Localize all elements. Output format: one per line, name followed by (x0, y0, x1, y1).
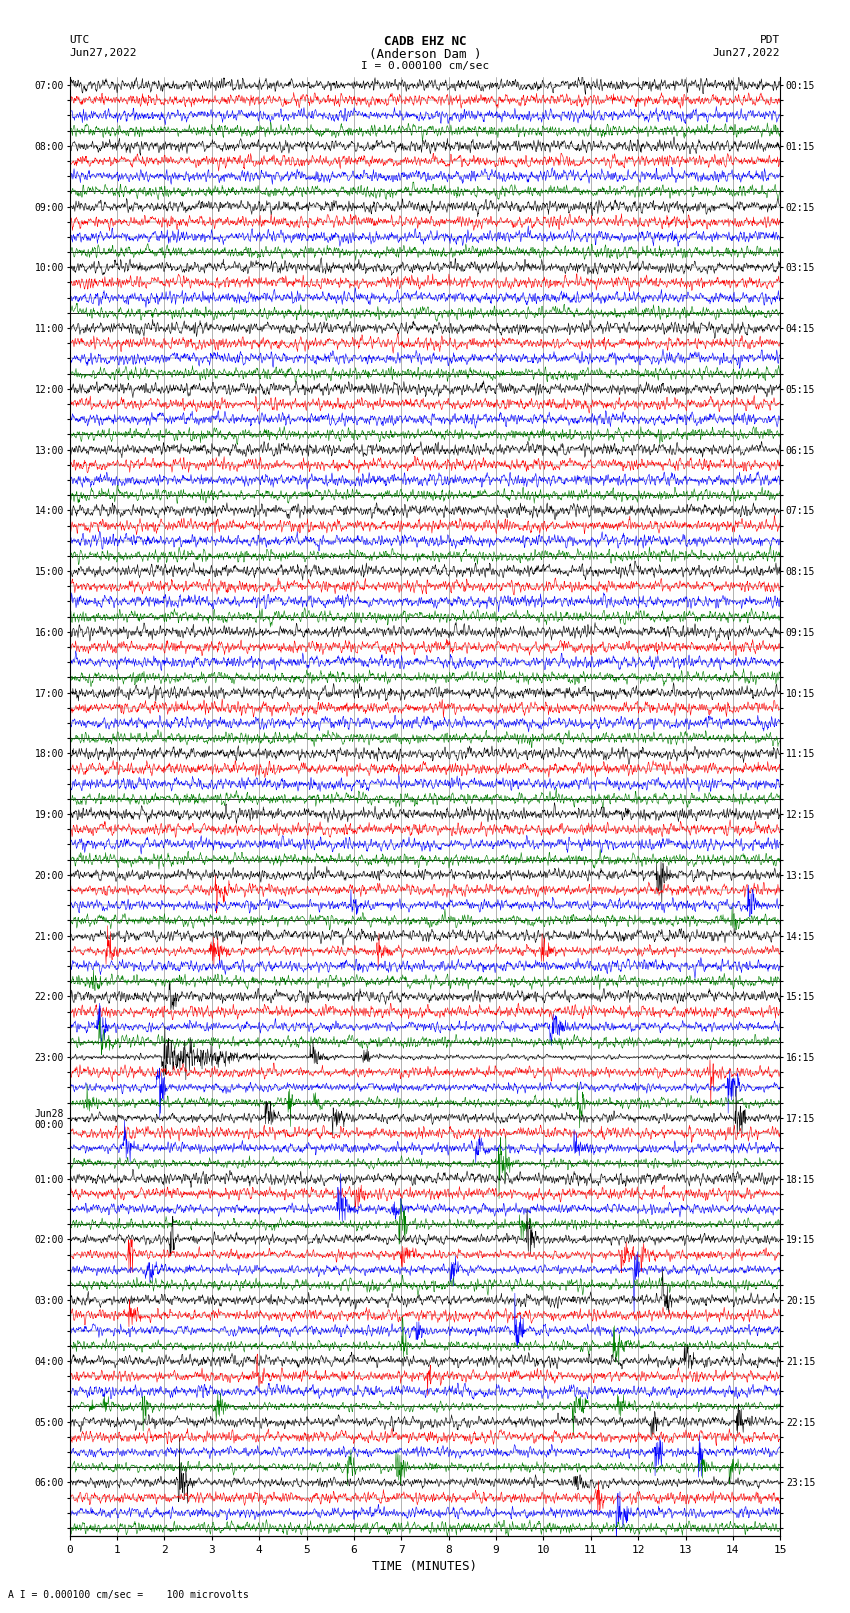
Text: CADB EHZ NC: CADB EHZ NC (383, 35, 467, 48)
Text: Jun27,2022: Jun27,2022 (713, 48, 780, 58)
Text: I = 0.000100 cm/sec: I = 0.000100 cm/sec (361, 61, 489, 71)
Text: UTC: UTC (70, 35, 90, 45)
Text: A I = 0.000100 cm/sec =    100 microvolts: A I = 0.000100 cm/sec = 100 microvolts (8, 1590, 249, 1600)
X-axis label: TIME (MINUTES): TIME (MINUTES) (372, 1560, 478, 1573)
Text: PDT: PDT (760, 35, 780, 45)
Text: Jun27,2022: Jun27,2022 (70, 48, 137, 58)
Text: (Anderson Dam ): (Anderson Dam ) (369, 48, 481, 61)
